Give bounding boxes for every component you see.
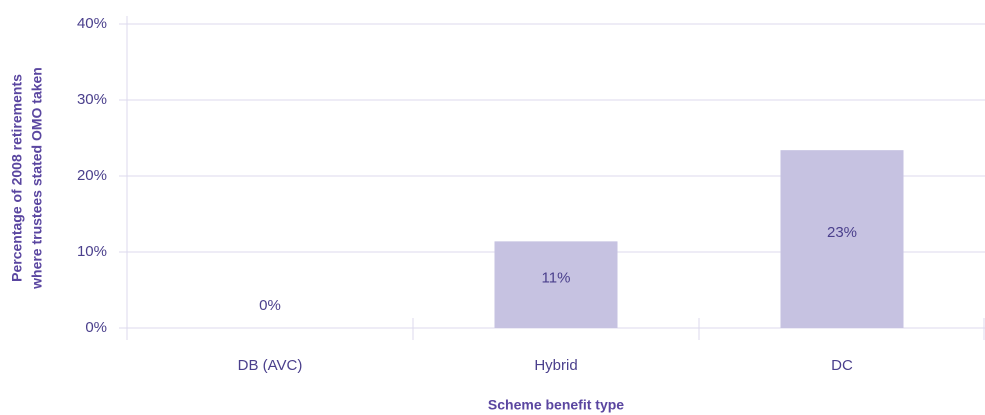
x-axis-label: Scheme benefit type <box>488 397 624 413</box>
y-axis-label-line: Percentage of 2008 retirements <box>9 74 25 282</box>
x-tick-label: Hybrid <box>534 357 577 374</box>
y-axis-label-line: where trustees stated OMO taken <box>29 67 45 290</box>
y-tick-label: 20% <box>77 167 107 184</box>
x-tick-label: DC <box>831 357 853 374</box>
y-tick-label: 0% <box>85 319 107 336</box>
y-axis-label: Percentage of 2008 retirements where tru… <box>9 67 45 290</box>
x-tick-label: DB (AVC) <box>238 357 303 374</box>
y-tick-label: 40% <box>77 15 107 32</box>
value-label: 11% <box>542 270 571 287</box>
bar <box>494 241 618 328</box>
y-tick-label: 10% <box>77 243 107 260</box>
value-label: 23% <box>827 224 857 241</box>
bar <box>780 150 904 328</box>
y-tick-label: 30% <box>77 91 107 108</box>
value-label: 0% <box>259 297 281 314</box>
